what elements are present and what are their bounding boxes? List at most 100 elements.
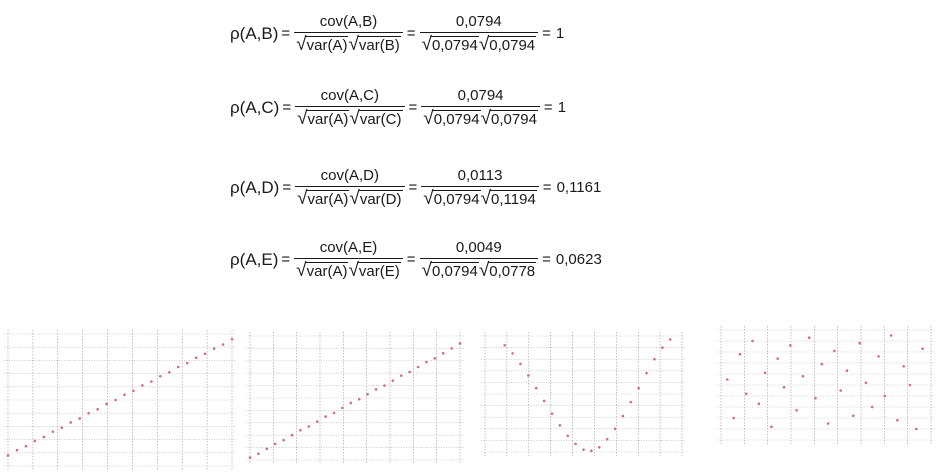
data-point: [450, 347, 453, 350]
var-denominator: √ var(A) √ var(C): [295, 106, 405, 129]
equals-sign: =: [542, 25, 551, 43]
sqrt-value-2: √ 0,0778: [479, 261, 537, 280]
sqrt-icon: √: [348, 34, 359, 55]
data-point: [185, 361, 189, 365]
plot-grid: [4, 330, 236, 470]
equals-sign: =: [542, 179, 552, 197]
plot-grid: [717, 326, 935, 444]
value-fraction: 0,0794 √ 0,0794 √ 0,0794: [419, 14, 539, 55]
radicand: 0,0794: [488, 36, 537, 55]
radicand: var(D): [358, 190, 403, 209]
sqrt-var-a: √ var(A): [297, 188, 350, 209]
data-point: [357, 397, 361, 401]
data-point: [732, 416, 735, 420]
equation-lhs: ρ(A,E): [230, 250, 279, 270]
data-point: [458, 342, 462, 345]
data-point: [550, 412, 554, 416]
equals-sign: =: [281, 25, 291, 43]
value-numerator: 0,0049: [455, 239, 502, 256]
sqrt-var-b: √ var(B): [348, 34, 401, 55]
cov-fraction: cov(A,D) √ var(A) √ var(D): [295, 168, 405, 209]
equals-sign: =: [406, 25, 416, 43]
sqrt-icon: √: [297, 188, 308, 209]
data-point: [763, 371, 767, 375]
data-point: [69, 421, 73, 424]
data-point: [833, 349, 836, 353]
data-point: [789, 344, 792, 347]
value-fraction: 0,0049 √ 0,0794 √ 0,0778: [419, 239, 539, 281]
data-point: [613, 427, 617, 431]
sqrt-icon: √: [423, 188, 434, 209]
data-point: [105, 402, 108, 406]
data-point: [212, 347, 216, 350]
sqrt-var-a: √ var(A): [296, 261, 349, 280]
data-point: [230, 337, 234, 341]
sqrt-value-2: √ 0,1194: [480, 188, 537, 209]
data-point: [597, 446, 601, 449]
data-point: [621, 414, 625, 418]
equals-sign: =: [543, 99, 553, 117]
var-denominator: √ var(A) √ var(D): [295, 186, 405, 209]
data-point: [123, 393, 126, 397]
scatter-plot-a-d: [481, 332, 686, 456]
value-numerator: 0,0794: [457, 87, 504, 104]
data-point: [902, 365, 905, 368]
data-point: [852, 414, 855, 418]
radicand: 0,0794: [430, 262, 479, 281]
radicand: 0,0794: [432, 190, 481, 209]
data-point: [668, 338, 672, 341]
radicand: var(A): [305, 36, 349, 55]
data-point: [782, 385, 786, 389]
data-point: [42, 435, 46, 439]
data-point: [519, 362, 522, 366]
data-point: [661, 346, 664, 349]
sqrt-value-2: √ 0,0794: [481, 109, 538, 129]
data-point: [738, 352, 742, 356]
scatter-plot-a-c: [246, 332, 464, 464]
radicand: var(E): [357, 262, 401, 281]
data-point: [637, 386, 640, 390]
data-point: [511, 352, 514, 355]
radicand: 0,0794: [490, 110, 538, 129]
data-point: [299, 428, 302, 432]
data-point: [399, 374, 403, 377]
cov-numerator: cov(A,C): [320, 87, 379, 104]
sqrt-icon: √: [296, 34, 307, 55]
data-point: [290, 433, 294, 437]
radicand: 0,0794: [430, 36, 479, 55]
value-fraction: 0,0113 √ 0,0794 √ 0,1194: [421, 168, 539, 209]
data-point: [770, 425, 773, 429]
data-point: [645, 371, 648, 375]
data-point: [265, 447, 269, 451]
data-point: [915, 427, 918, 431]
data-point: [503, 343, 506, 347]
data-point: [558, 424, 562, 427]
equation-rho-ad: ρ(A,D) = cov(A,D) √ var(A) √ var(D) = 0,01…: [230, 168, 601, 209]
data-point: [726, 378, 729, 381]
data-point: [908, 383, 912, 387]
data-point: [78, 417, 81, 420]
plot-grid: [246, 332, 464, 464]
data-point: [896, 418, 899, 422]
data-point: [921, 347, 924, 350]
data-point: [425, 360, 428, 364]
data-point: [814, 396, 817, 400]
scatter-plot-a-e: [717, 326, 935, 444]
sqrt-icon: √: [421, 34, 432, 55]
data-point: [820, 362, 824, 366]
data-point: [141, 384, 144, 387]
data-point: [826, 422, 830, 425]
cov-fraction: cov(A,E) √ var(A) √ var(E): [294, 240, 403, 281]
data-point: [374, 388, 378, 391]
data-point: [341, 406, 344, 410]
data-point: [795, 409, 798, 412]
data-point: [801, 374, 805, 378]
data-point: [332, 411, 336, 415]
data-point: [590, 449, 593, 453]
data-point: [883, 394, 887, 398]
sqrt-icon: √: [480, 188, 492, 209]
data-point: [96, 407, 99, 411]
data-point: [307, 425, 311, 428]
sqrt-icon: √: [349, 108, 360, 129]
data-point: [653, 357, 656, 361]
